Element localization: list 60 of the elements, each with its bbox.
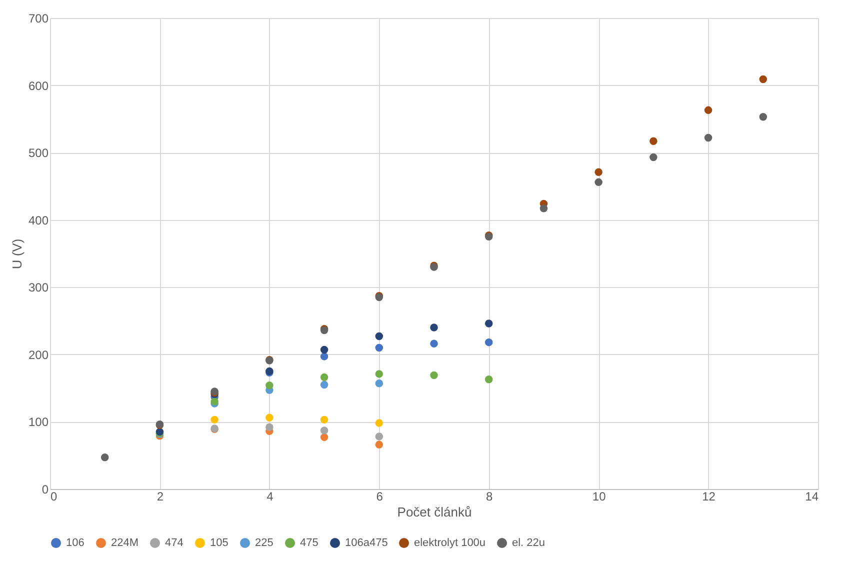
point xyxy=(704,106,712,114)
x-tick-label: 12 xyxy=(702,490,716,504)
x-tick-label: 14 xyxy=(805,490,819,504)
point xyxy=(320,433,328,442)
legend-label: 224M xyxy=(111,537,139,549)
legend-label: 106a475 xyxy=(345,537,388,549)
point xyxy=(320,426,328,434)
point xyxy=(540,204,548,212)
point xyxy=(375,344,384,352)
y-tick-label: 200 xyxy=(28,348,49,362)
point xyxy=(210,416,218,424)
point xyxy=(650,137,658,145)
y-tick-label: 700 xyxy=(28,12,49,26)
y-tick-label: 500 xyxy=(28,146,49,160)
point xyxy=(650,153,658,162)
point xyxy=(375,432,384,440)
point xyxy=(430,324,438,332)
point xyxy=(266,423,274,431)
point xyxy=(430,340,438,348)
point xyxy=(266,414,274,422)
y-tick-label: 600 xyxy=(28,78,49,93)
point xyxy=(375,440,384,448)
x-tick-label: 2 xyxy=(156,490,164,504)
point xyxy=(375,419,384,427)
legend-label: 105 xyxy=(210,537,228,549)
point xyxy=(375,332,384,340)
legend-label: elektrolyt 100u xyxy=(414,537,486,549)
legend-label: 474 xyxy=(165,537,184,549)
legend-label: 225 xyxy=(255,537,274,549)
point xyxy=(594,178,602,186)
point xyxy=(320,346,328,354)
point xyxy=(704,134,712,142)
x-tick-label: 4 xyxy=(266,490,274,504)
point xyxy=(375,370,384,378)
y-tick-label: 300 xyxy=(28,280,49,295)
point xyxy=(484,320,493,328)
point xyxy=(320,380,328,389)
point xyxy=(100,454,109,462)
legend-label: 475 xyxy=(300,537,318,549)
y-tick-label: 100 xyxy=(28,415,49,430)
legend-label: 106 xyxy=(66,537,84,549)
point xyxy=(484,338,493,346)
point xyxy=(266,382,274,390)
point xyxy=(759,113,768,121)
y-axis-title: U (V) xyxy=(9,238,24,270)
point xyxy=(594,168,602,176)
x-tick-label: 6 xyxy=(376,490,384,504)
point xyxy=(759,75,768,84)
y-tick-label: 400 xyxy=(28,213,49,228)
x-tick-label: 0 xyxy=(50,490,58,504)
point xyxy=(320,416,328,424)
point xyxy=(484,375,493,384)
point xyxy=(320,352,328,360)
x-tick-label: 8 xyxy=(486,490,494,504)
point xyxy=(375,379,384,388)
legend-label: el. 22u xyxy=(512,537,546,549)
point xyxy=(430,371,438,380)
x-axis-title: Počet článků xyxy=(397,504,472,520)
x-tick-label: 10 xyxy=(592,490,606,504)
point xyxy=(320,373,328,382)
